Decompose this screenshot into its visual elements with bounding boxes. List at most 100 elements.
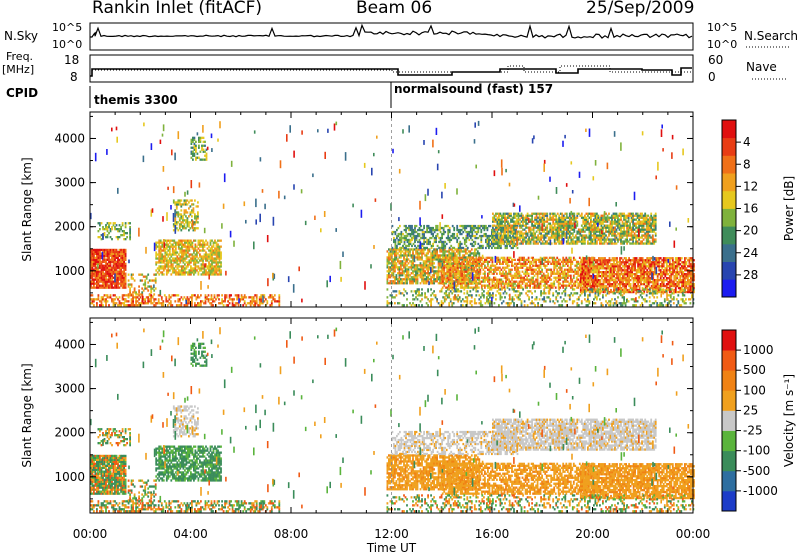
power-cell bbox=[406, 264, 408, 267]
power-cell bbox=[212, 271, 215, 274]
power-cell bbox=[102, 248, 104, 252]
power-cell bbox=[404, 276, 407, 279]
power-cell bbox=[105, 274, 107, 277]
power-cell bbox=[126, 304, 128, 307]
power-cell bbox=[568, 284, 571, 287]
power-cell bbox=[109, 248, 112, 252]
power-cell bbox=[145, 296, 148, 299]
power-cell bbox=[210, 296, 213, 299]
power-cell bbox=[129, 283, 131, 286]
power-cell bbox=[114, 256, 116, 259]
power-cell bbox=[105, 264, 107, 267]
power-cell bbox=[106, 282, 109, 285]
power-cell bbox=[191, 199, 193, 202]
power-cell bbox=[188, 243, 191, 246]
power-cell bbox=[197, 271, 200, 274]
power-cell bbox=[196, 261, 198, 264]
power-cell bbox=[102, 282, 104, 285]
power-cell bbox=[178, 227, 181, 230]
power-cell bbox=[164, 243, 167, 246]
power-cell bbox=[105, 248, 107, 252]
power-cell bbox=[147, 302, 150, 305]
power-cell bbox=[560, 266, 563, 269]
power-cell bbox=[566, 272, 569, 275]
power-cell bbox=[522, 222, 524, 225]
power-cell bbox=[178, 300, 181, 303]
power-cell bbox=[448, 250, 451, 253]
power-cell bbox=[108, 250, 110, 254]
power-cell bbox=[183, 209, 186, 212]
power-cell bbox=[177, 221, 180, 224]
power-cell bbox=[124, 232, 127, 235]
power-cell bbox=[123, 278, 125, 281]
power-cell bbox=[421, 244, 424, 248]
power-cell bbox=[112, 252, 115, 255]
power-cell bbox=[416, 250, 419, 253]
power-cell bbox=[421, 276, 423, 279]
power-cell bbox=[103, 248, 106, 252]
power-cell bbox=[546, 224, 549, 227]
power-cell bbox=[480, 224, 483, 228]
power-cell bbox=[565, 214, 568, 217]
power-cell bbox=[190, 156, 193, 159]
power-cell bbox=[162, 255, 165, 258]
power-cell bbox=[180, 217, 183, 220]
power-cell bbox=[174, 257, 177, 260]
power-cell bbox=[202, 239, 204, 242]
power-cell bbox=[580, 214, 583, 217]
power-cell bbox=[460, 224, 463, 228]
power-cell bbox=[194, 249, 197, 252]
power-cell bbox=[109, 282, 112, 285]
power-cell bbox=[501, 236, 503, 239]
power-cell bbox=[404, 266, 407, 269]
power-cell bbox=[167, 245, 170, 248]
power-cell bbox=[428, 248, 431, 251]
power-cell bbox=[190, 140, 193, 143]
power-cell bbox=[106, 226, 109, 229]
power-cell bbox=[175, 205, 178, 208]
power-cell bbox=[389, 262, 392, 265]
power-cell bbox=[96, 284, 98, 287]
power-cell bbox=[484, 270, 486, 273]
power-cell bbox=[177, 199, 180, 202]
power-cell bbox=[99, 286, 101, 289]
power-cell bbox=[103, 234, 106, 237]
power-cell bbox=[173, 271, 176, 274]
power-cell bbox=[141, 273, 144, 276]
power-cell bbox=[99, 270, 101, 273]
power-cell bbox=[278, 296, 281, 299]
power-cell bbox=[108, 286, 110, 289]
power-cell bbox=[209, 265, 212, 268]
power-cell bbox=[99, 276, 101, 279]
power-cell bbox=[103, 284, 106, 287]
power-cell bbox=[443, 268, 446, 271]
power-cell bbox=[228, 294, 231, 297]
power-cell bbox=[410, 268, 413, 271]
power-cell bbox=[180, 223, 183, 226]
power-cell bbox=[545, 270, 548, 273]
power-cell bbox=[421, 266, 423, 269]
power-cell bbox=[124, 262, 127, 265]
power-cell bbox=[476, 272, 479, 275]
power-cell bbox=[158, 269, 161, 272]
power-cell bbox=[204, 158, 206, 161]
power-cell bbox=[406, 250, 408, 253]
power-cell bbox=[186, 304, 189, 307]
power-cell bbox=[109, 268, 112, 271]
power-cell bbox=[159, 245, 162, 248]
power-cell bbox=[144, 285, 147, 288]
power-cell bbox=[217, 253, 219, 256]
power-cell bbox=[108, 272, 110, 275]
power-cell bbox=[546, 226, 549, 229]
power-cell bbox=[412, 270, 414, 273]
power-cell bbox=[99, 278, 101, 281]
power-cell bbox=[190, 146, 193, 149]
power-cell bbox=[412, 266, 414, 269]
power-cell bbox=[96, 286, 98, 289]
power-cell bbox=[212, 257, 215, 260]
power-cell bbox=[477, 236, 480, 240]
power-cell bbox=[91, 270, 94, 273]
power-cell bbox=[474, 280, 477, 283]
power-cell bbox=[109, 262, 112, 265]
power-cell bbox=[91, 252, 94, 255]
